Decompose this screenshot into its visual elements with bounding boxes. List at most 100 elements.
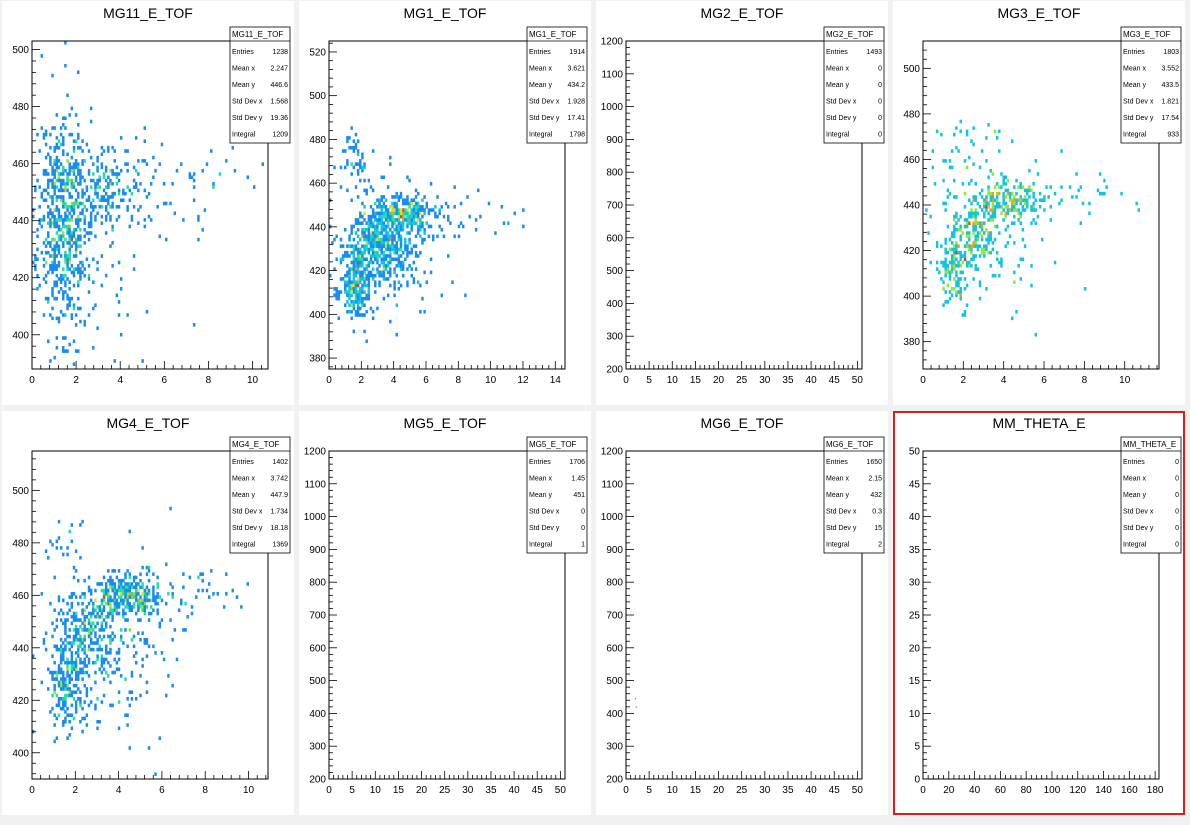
- histogram-bin: [1002, 182, 1005, 186]
- x-tick-label: 10: [1119, 375, 1131, 386]
- histogram-bin: [92, 306, 95, 311]
- histogram-bin: [147, 618, 151, 622]
- histogram-bin: [70, 155, 74, 160]
- histogram-bin: [66, 257, 69, 262]
- histogram-bin: [53, 713, 56, 717]
- histogram-bin: [942, 264, 945, 268]
- histogram-bin: [968, 237, 971, 242]
- y-tick-label: 400: [606, 299, 623, 310]
- histogram-bin: [53, 237, 56, 242]
- histogram-bin: [117, 214, 121, 219]
- histogram-bin: [352, 254, 356, 258]
- histogram-bin: [109, 205, 112, 209]
- histogram-pad[interactable]: MG1_E_TOF 0 2 4 6 8 10 12 14 380 400 420 440 460 480 50…: [299, 1, 591, 405]
- histogram-bin: [522, 208, 525, 212]
- histogram-bin: [955, 221, 958, 225]
- histogram-bin: [1023, 244, 1027, 248]
- histogram-bin: [391, 221, 394, 225]
- histogram-bin: [171, 585, 174, 590]
- histogram-bin: [32, 654, 35, 658]
- histogram-bin: [132, 585, 136, 590]
- histogram-bin: [406, 195, 409, 199]
- histogram-bin: [81, 621, 84, 626]
- histogram-pad[interactable]: MG6_E_TOF 0 5 10 15 20 25 30 35 40 45 50 200 300 400 50…: [596, 411, 888, 815]
- histogram-bin: [948, 273, 952, 278]
- histogram-bin: [348, 280, 351, 285]
- histogram-bin: [429, 224, 433, 229]
- histogram-bin: [348, 145, 351, 150]
- histogram-bin: [53, 182, 56, 186]
- histogram-bin: [987, 250, 990, 255]
- histogram-bin: [126, 697, 129, 701]
- histogram-bin: [59, 237, 63, 242]
- stats-key: Mean x: [529, 66, 552, 73]
- histogram-bin: [77, 132, 80, 137]
- histogram-pad[interactable]: MG5_E_TOF 0 5 10 15 20 25 30 35 40 45 50 200 300 400 50…: [299, 411, 591, 815]
- histogram-bin: [64, 185, 67, 189]
- histogram-bin: [64, 700, 67, 704]
- histogram-bin: [92, 346, 95, 350]
- stats-key: Mean y: [1123, 492, 1146, 499]
- histogram-bin: [365, 191, 368, 196]
- histogram-bin: [102, 195, 106, 199]
- histogram-bin: [57, 598, 61, 603]
- histogram-bin: [62, 224, 65, 229]
- histogram-bin: [367, 231, 371, 235]
- histogram-bin: [104, 273, 108, 278]
- histogram-bin: [53, 644, 56, 649]
- histogram-bin: [976, 231, 980, 235]
- histogram-bin: [380, 224, 383, 229]
- stats-value: 434.2: [567, 82, 585, 89]
- histogram-bin: [635, 706, 637, 708]
- x-tick-label: 10: [370, 785, 382, 796]
- histogram-bin: [412, 208, 416, 212]
- histogram-bin: [978, 280, 982, 285]
- histogram-bin: [419, 234, 422, 239]
- histogram-bin: [978, 165, 982, 170]
- histogram-bin: [1030, 205, 1033, 209]
- histogram-bin: [346, 309, 349, 314]
- histogram-pad[interactable]: MG2_E_TOF 0 5 10 15 20 25 30 35 40 45 50 200 300 400 50…: [596, 1, 888, 405]
- histogram-bin: [352, 260, 356, 265]
- histogram-bin: [961, 313, 965, 317]
- histogram-pad[interactable]: MG4_E_TOF 0 2 4 6 8 10 400 420 440 460 480 500 MG4_E_…: [2, 411, 294, 815]
- histogram-bin: [104, 582, 108, 586]
- histogram-bin: [66, 159, 69, 163]
- histogram-bin: [401, 264, 405, 268]
- histogram-pad[interactable]: MG11_E_TOF 0 2 4 6 8 10 400 420 440 460 480 500 MG11_…: [2, 1, 294, 405]
- y-tick-label: 400: [309, 709, 326, 720]
- histogram-bin: [957, 277, 960, 281]
- histogram-bin: [107, 674, 110, 678]
- histogram-bin: [68, 113, 71, 117]
- histogram-bin: [124, 572, 127, 576]
- histogram-bin: [115, 651, 119, 655]
- histogram-bin: [363, 247, 366, 252]
- histogram-bin: [985, 159, 988, 163]
- histogram-bin: [134, 582, 138, 586]
- histogram-bin: [74, 664, 78, 668]
- histogram-bin: [49, 211, 52, 216]
- histogram-bin: [369, 224, 373, 229]
- histogram-bin: [376, 237, 379, 242]
- histogram-bin: [408, 250, 411, 255]
- stats-value: 433.5: [1161, 82, 1179, 89]
- histogram-bin: [1030, 264, 1033, 268]
- histogram-bin: [374, 280, 377, 285]
- histogram-pad[interactable]: MG3_E_TOF 0 2 4 6 8 10 380 400 420 440 460 480 500 MG3…: [893, 1, 1185, 405]
- histogram-bin: [382, 241, 386, 245]
- x-tick-label: 4: [1001, 375, 1007, 386]
- histogram-bin: [1019, 201, 1022, 206]
- histogram-bin: [946, 224, 950, 229]
- histogram-bin: [70, 601, 74, 606]
- histogram-bin: [87, 703, 91, 708]
- histogram-bin: [139, 182, 142, 186]
- histogram-bin: [931, 165, 935, 170]
- histogram-bin: [137, 598, 140, 603]
- histogram-pad[interactable]: MM_THETA_E 0 20 40 60 80 100 120 140 160 180 0 5 10 15…: [893, 411, 1185, 815]
- stats-key: Mean x: [232, 476, 255, 483]
- histogram-bin: [79, 690, 82, 695]
- histogram-bin: [72, 667, 76, 672]
- histogram-bin: [51, 214, 54, 219]
- histogram-bin: [938, 270, 941, 275]
- histogram-bin: [51, 178, 54, 183]
